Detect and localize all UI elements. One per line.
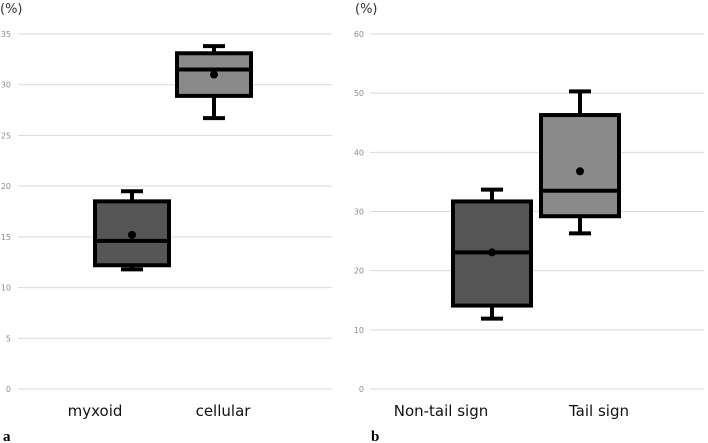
- panel-b-y-tick-label: 60: [354, 30, 364, 39]
- panel-a-y-tick-label: 15: [1, 233, 11, 242]
- panel-a-y-tick-label: 25: [1, 131, 11, 140]
- panel-b-boxes: [451, 89, 621, 321]
- panel-a-y-tick-label: 35: [1, 30, 11, 39]
- panel-a-category-label-cellular: cellular: [196, 402, 252, 420]
- panel-a-y-tick-label: 0: [6, 385, 11, 394]
- panel-a-y-tick-label: 30: [1, 81, 11, 90]
- panel-a-boxes: [93, 44, 253, 272]
- panel-a-y-tick-label: 10: [1, 284, 11, 293]
- panel-a-label: a: [3, 429, 11, 443]
- panel-a-unit-label: (%): [0, 2, 23, 17]
- mean-marker: [488, 248, 496, 257]
- mean-marker: [128, 230, 136, 239]
- panel-b-y-tick-label: 50: [354, 89, 364, 98]
- panel-a-y-tick-label: 20: [1, 182, 11, 191]
- panel-b-y-tick-label: 10: [354, 326, 364, 335]
- mean-marker: [576, 167, 584, 176]
- mean-marker: [210, 70, 218, 79]
- panel-a-box-myxoid: [93, 189, 171, 272]
- panel-b: 0 10 20 30 40 50 60 (%) Non-tail sign Tail sig…: [354, 2, 704, 443]
- panel-b-category-label-non-tail-sign: Non-tail sign: [394, 402, 489, 420]
- panel-a: 0 5 10 15 20 25 30 35 (%) myxoid cellular a: [0, 2, 332, 443]
- panel-b-category-label-tail-sign: Tail sign: [568, 402, 629, 420]
- panel-a-category-label-myxoid: myxoid: [68, 402, 123, 420]
- panel-b-box-non-tail-sign: [451, 187, 533, 321]
- panel-b-unit-label: (%): [355, 2, 378, 17]
- panel-a-gridlines: [18, 33, 332, 390]
- panel-b-y-tick-label: 40: [354, 148, 364, 157]
- panel-b-y-tick-label: 20: [354, 267, 364, 276]
- iqr-box: [539, 113, 621, 219]
- panel-b-box-tail-sign: [539, 89, 621, 236]
- panel-b-y-axis: 0 10 20 30 40 50 60: [354, 30, 364, 394]
- panel-b-y-tick-label: 0: [359, 385, 364, 394]
- panel-a-box-cellular: [175, 44, 253, 121]
- panel-a-y-axis: 0 5 10 15 20 25 30 35: [1, 30, 11, 394]
- panel-a-y-tick-label: 5: [6, 334, 11, 343]
- panel-b-label: b: [371, 429, 379, 443]
- panel-b-y-tick-label: 30: [354, 208, 364, 217]
- panel-b-gridlines: [370, 33, 704, 390]
